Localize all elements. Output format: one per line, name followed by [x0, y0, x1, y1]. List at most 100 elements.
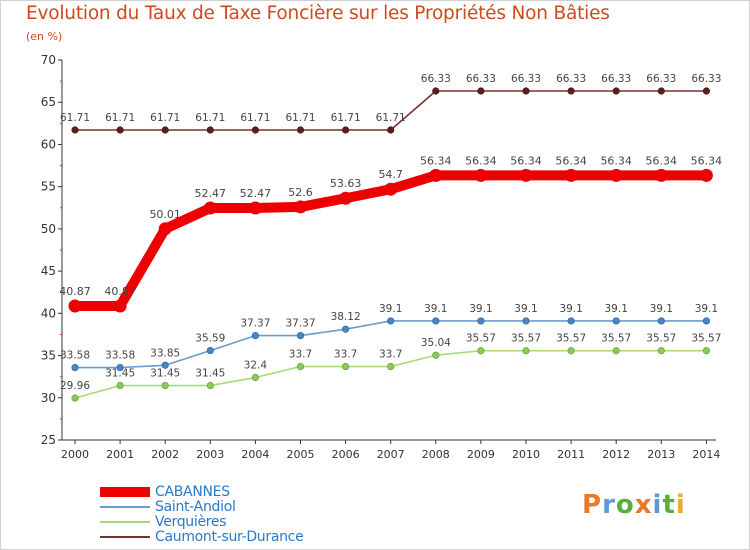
logo-letter: t	[662, 490, 676, 520]
data-label-caumont-sur-durance: 66.33	[511, 73, 541, 85]
x-tick-label: 2013	[647, 448, 675, 461]
data-point-cabannes	[294, 200, 307, 214]
data-label-verqui-res: 32.4	[244, 360, 268, 372]
data-point-caumont-sur-durance	[522, 87, 530, 95]
y-tick-label: 70	[41, 53, 56, 67]
legend-item-verqui-res: Verquières	[100, 513, 303, 530]
data-label-saint-andiol: 39.1	[379, 303, 402, 315]
legend-swatch	[100, 486, 150, 497]
data-point-saint-andiol	[296, 331, 305, 340]
data-label-verqui-res: 33.7	[289, 349, 312, 361]
legend-item-saint-andiol: Saint-Andiol	[100, 498, 303, 515]
data-label-cabannes: 54.7	[378, 168, 403, 181]
data-point-caumont-sur-durance	[71, 126, 79, 134]
x-tick-label: 2010	[512, 448, 540, 461]
data-label-saint-andiol: 38.12	[331, 311, 361, 323]
data-label-saint-andiol: 33.58	[105, 350, 135, 362]
data-point-cabannes	[609, 168, 623, 182]
data-label-caumont-sur-durance: 66.33	[601, 73, 631, 85]
data-point-saint-andiol	[612, 317, 620, 325]
data-label-caumont-sur-durance: 61.71	[195, 112, 225, 124]
x-tick-label: 2014	[692, 448, 720, 461]
data-label-caumont-sur-durance: 66.33	[466, 73, 496, 85]
data-label-saint-andiol: 37.37	[240, 318, 270, 330]
data-label-caumont-sur-durance: 61.71	[376, 112, 406, 124]
data-label-caumont-sur-durance: 66.33	[556, 73, 586, 85]
data-point-verqui-res	[612, 347, 620, 355]
legend-label: Verquières	[155, 513, 227, 530]
data-label-verqui-res: 35.57	[511, 333, 541, 345]
data-point-verqui-res	[477, 347, 485, 355]
y-tick-label: 55	[41, 180, 56, 194]
data-label-caumont-sur-durance: 61.71	[150, 112, 180, 124]
data-label-cabannes: 56.34	[510, 154, 542, 167]
logo-letter: x	[634, 490, 653, 520]
x-tick-label: 2008	[422, 448, 450, 461]
data-point-caumont-sur-durance	[161, 126, 169, 134]
data-point-caumont-sur-durance	[567, 87, 575, 95]
data-point-cabannes	[384, 182, 398, 196]
data-label-caumont-sur-durance: 61.71	[60, 112, 90, 124]
data-label-verqui-res: 29.96	[60, 380, 90, 392]
y-tick-label: 45	[41, 264, 56, 278]
data-point-cabannes	[203, 201, 217, 215]
data-label-cabannes: 50.01	[149, 208, 181, 221]
data-point-verqui-res	[657, 347, 665, 355]
y-tick-label: 35	[41, 349, 56, 363]
data-point-verqui-res	[71, 394, 79, 402]
data-point-saint-andiol	[71, 363, 79, 372]
data-point-verqui-res	[567, 347, 575, 355]
y-tick-label: 60	[41, 137, 56, 151]
data-point-saint-andiol	[341, 325, 350, 333]
data-label-verqui-res: 31.45	[105, 368, 135, 380]
data-label-verqui-res: 35.57	[646, 333, 676, 345]
data-point-saint-andiol	[206, 346, 214, 355]
data-label-saint-andiol: 39.1	[514, 303, 537, 315]
data-label-cabannes: 40.87	[104, 285, 136, 298]
y-tick-label: 50	[41, 222, 56, 236]
data-label-cabannes: 52.47	[240, 187, 272, 200]
data-point-cabannes	[339, 191, 353, 205]
data-label-caumont-sur-durance: 61.71	[285, 112, 315, 124]
x-tick-label: 2006	[332, 448, 360, 461]
legend-swatch	[100, 535, 150, 538]
data-point-cabannes	[248, 201, 262, 215]
data-point-verqui-res	[702, 347, 711, 355]
data-point-cabannes	[474, 168, 488, 182]
data-point-cabannes	[699, 168, 713, 182]
data-label-caumont-sur-durance: 66.33	[691, 73, 721, 85]
data-point-verqui-res	[522, 347, 530, 355]
data-point-cabannes	[654, 168, 668, 182]
data-point-verqui-res	[341, 362, 350, 371]
data-label-verqui-res: 31.45	[150, 368, 180, 380]
data-point-verqui-res	[161, 381, 169, 390]
data-point-caumont-sur-durance	[477, 87, 485, 95]
data-label-verqui-res: 33.7	[334, 349, 357, 361]
data-label-cabannes: 56.34	[600, 154, 632, 167]
data-label-cabannes: 52.47	[195, 187, 227, 200]
data-label-verqui-res: 35.57	[466, 333, 496, 345]
legend-swatch	[100, 520, 150, 523]
legend-label: Saint-Andiol	[155, 498, 236, 515]
data-label-saint-andiol: 33.58	[60, 350, 90, 362]
x-tick-label: 2012	[602, 448, 630, 461]
proxiti-logo: Proxiti	[582, 490, 686, 520]
data-label-verqui-res: 35.57	[601, 333, 631, 345]
data-point-caumont-sur-durance	[387, 126, 395, 134]
data-label-verqui-res: 31.45	[195, 368, 225, 380]
data-point-cabannes	[68, 299, 82, 313]
logo-letter: P	[582, 490, 603, 520]
data-label-caumont-sur-durance: 66.33	[646, 73, 676, 85]
data-point-saint-andiol	[702, 317, 711, 325]
data-point-saint-andiol	[116, 363, 124, 372]
data-point-saint-andiol	[161, 361, 169, 369]
data-point-saint-andiol	[387, 317, 395, 325]
data-label-caumont-sur-durance: 66.33	[421, 73, 451, 85]
data-label-cabannes: 52.6	[288, 186, 313, 199]
data-label-saint-andiol: 39.1	[559, 303, 582, 315]
chart-title: Evolution du Taux de Taxe Foncière sur l…	[26, 3, 610, 24]
legend-label: Caumont-sur-Durance	[155, 528, 304, 545]
data-point-verqui-res	[116, 381, 124, 390]
data-label-saint-andiol: 35.59	[195, 333, 225, 345]
